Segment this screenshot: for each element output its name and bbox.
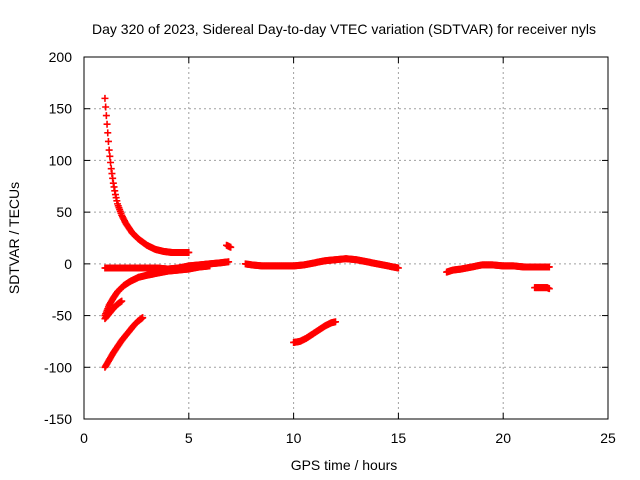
grid: [84, 57, 608, 419]
y-tick-label: 100: [49, 152, 73, 168]
ticks: [83, 56, 609, 420]
x-axis-label: GPS time / hours: [291, 457, 398, 473]
x-tick-label: 10: [286, 430, 302, 446]
data-point: [206, 262, 214, 270]
x-tick-label: 25: [600, 430, 616, 446]
series-blip-7h: [223, 241, 235, 251]
data-point: [225, 258, 233, 266]
data-point: [107, 158, 115, 166]
data-point: [118, 297, 126, 305]
chart-title: Day 320 of 2023, Sidereal Day-to-day VTE…: [92, 21, 596, 37]
data-point: [105, 146, 113, 154]
tick-labels: 0 5 10 15 20 25 -150 -100 -50 0 50 100 150 200: [44, 49, 616, 446]
data-point: [103, 120, 111, 128]
x-tick-label: 0: [80, 430, 88, 446]
series-arc-short-minus45: [101, 297, 126, 323]
y-tick-label: 0: [64, 256, 72, 272]
series-short-minus23: [531, 284, 553, 293]
data-points: [101, 94, 553, 371]
data-point: [101, 94, 109, 102]
data-point: [394, 264, 402, 272]
data-point: [102, 112, 110, 120]
y-tick-label: -100: [44, 359, 72, 375]
x-tick-label: 15: [391, 430, 407, 446]
series-arc-near-zero-2: [241, 255, 402, 272]
y-tick-label: 200: [49, 49, 73, 65]
data-point: [106, 152, 114, 160]
x-tick-label: 20: [495, 430, 511, 446]
data-point: [102, 103, 110, 111]
series-arc-decay-high: [101, 94, 193, 256]
data-point: [227, 243, 235, 251]
data-point: [104, 129, 112, 137]
x-tick-label: 5: [185, 430, 193, 446]
data-point: [332, 318, 340, 326]
data-point: [545, 285, 553, 293]
series-arc-rise-from-minus75: [290, 318, 340, 346]
series-arc-near-zero-3: [443, 261, 553, 276]
y-tick-label: 50: [56, 204, 72, 220]
y-tick-label: 150: [49, 101, 73, 117]
data-point: [545, 263, 553, 271]
y-tick-label: -50: [52, 308, 72, 324]
y-tick-label: -150: [44, 411, 72, 427]
data-point: [139, 314, 147, 322]
series-arc-rise-from-minus100: [101, 314, 147, 371]
plot-frame: [83, 56, 609, 420]
y-axis-label: SDTVAR / TECUs: [6, 182, 22, 294]
series-arc-rise-from-minus50: [101, 262, 214, 320]
data-point: [104, 137, 112, 145]
data-point: [185, 248, 193, 256]
